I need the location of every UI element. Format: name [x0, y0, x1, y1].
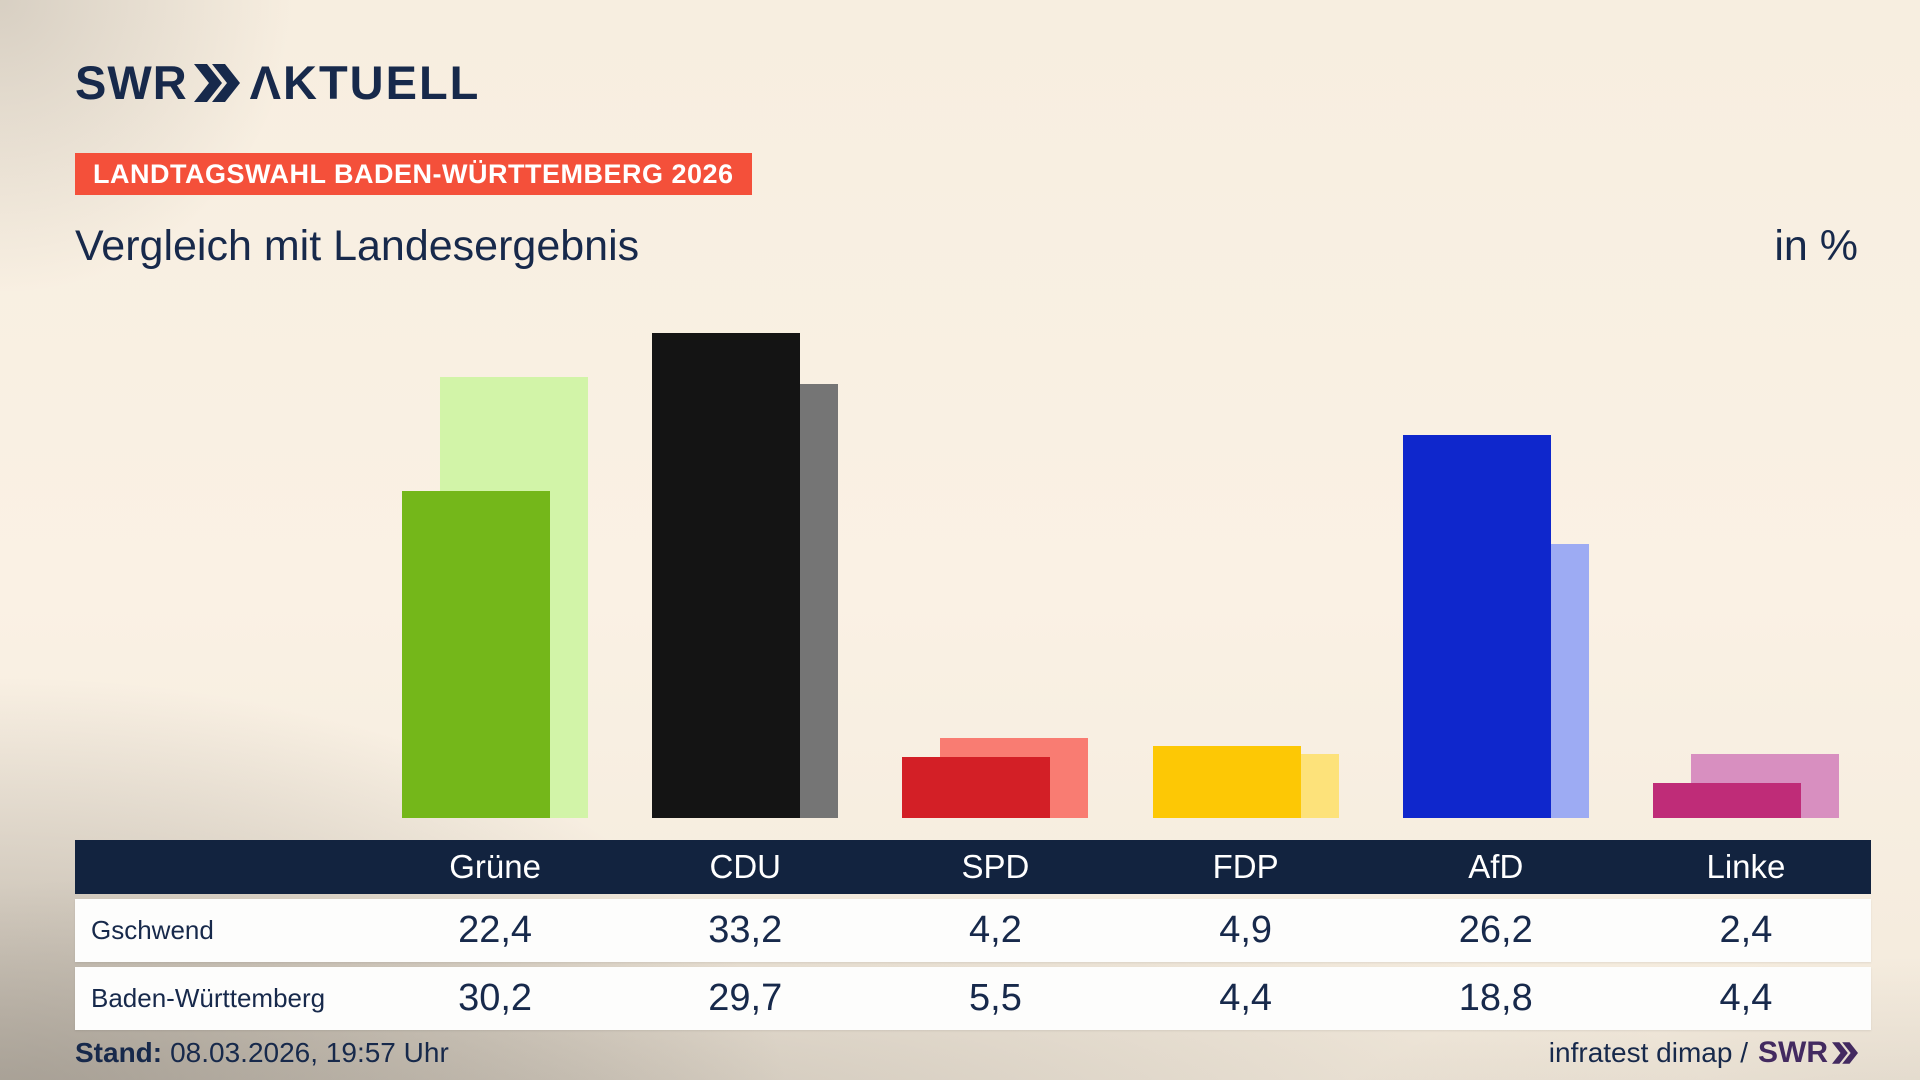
value-bw-fdp: 4,4 [1219, 977, 1273, 1019]
table-row-baden-wuerttemberg: Baden-Württemberg 30,2 29,7 5,5 4,4 18,8… [75, 967, 1871, 1030]
bar-gschwend-afd [1402, 435, 1551, 818]
column-header-spd: SPD [961, 848, 1030, 885]
source-text: infratest dimap / [1548, 1037, 1748, 1068]
column-header-linke: Linke [1706, 848, 1786, 885]
swr-aktuell-logo: SWR ΛKTUELL [75, 55, 480, 110]
footer-brand-text: SWR [1758, 1036, 1828, 1069]
value-bw-cdu: 29,7 [708, 977, 783, 1019]
stand-label: Stand: [75, 1037, 163, 1068]
bar-group-grüne [370, 278, 620, 818]
stand-timestamp: Stand: 08.03.2026, 19:57 Uhr [75, 1037, 449, 1069]
stand-value: 08.03.2026, 19:57 Uhr [170, 1037, 449, 1068]
bar-gschwend-cdu [652, 333, 801, 818]
bar-group-linke [1621, 278, 1871, 818]
bar-chart [370, 278, 1871, 818]
unit-label: in % [1774, 222, 1858, 270]
value-gschwend-gruene: 22,4 [458, 909, 533, 951]
bar-gschwend-grüne [402, 490, 551, 818]
page-title: Vergleich mit Landesergebnis [75, 222, 640, 270]
bar-gschwend-spd [902, 756, 1051, 818]
value-bw-linke: 4,4 [1719, 977, 1773, 1019]
source-credit: infratest dimap / SWR [1549, 1036, 1858, 1070]
column-header-gruene: Grüne [449, 848, 541, 885]
double-chevron-icon [193, 63, 240, 102]
footer: Stand: 08.03.2026, 19:57 Uhr infratest di… [75, 1036, 1858, 1070]
row-label: Baden-Württemberg [91, 983, 326, 1013]
column-header-cdu: CDU [709, 848, 782, 885]
logo-swr-text: SWR [75, 56, 188, 109]
bar-gschwend-linke [1652, 782, 1801, 818]
bar-group-spd [870, 278, 1120, 818]
title-row: Vergleich mit Landesergebnis in % [75, 222, 1858, 271]
row-label: Gschwend [91, 915, 214, 945]
value-bw-afd: 18,8 [1458, 977, 1533, 1019]
election-banner: LANDTAGSWAHL BADEN-WÜRTTEMBERG 2026 [75, 153, 752, 195]
bar-gschwend-fdp [1152, 746, 1301, 818]
bar-group-afd [1371, 278, 1621, 818]
value-gschwend-fdp: 4,9 [1219, 909, 1273, 951]
value-bw-gruene: 30,2 [458, 977, 533, 1019]
value-bw-spd: 5,5 [969, 977, 1022, 1019]
logo-aktuell-text: ΛKTUELL [249, 56, 481, 109]
double-chevron-icon [1832, 1042, 1858, 1064]
bar-group-fdp [1121, 278, 1371, 818]
table-row-gschwend: Gschwend 22,4 33,2 4,2 4,9 26,2 2,4 [75, 899, 1871, 962]
column-header-fdp: FDP [1212, 848, 1279, 885]
value-gschwend-cdu: 33,2 [708, 909, 783, 951]
value-gschwend-linke: 2,4 [1719, 909, 1773, 951]
result-table: Grüne CDU SPD FDP AfD Linke Gschwend 22,… [75, 840, 1871, 1030]
column-header-afd: AfD [1468, 848, 1524, 885]
value-gschwend-afd: 26,2 [1458, 909, 1533, 951]
table-header-row: Grüne CDU SPD FDP AfD Linke [75, 840, 1871, 894]
swr-footer-logo: SWR [1758, 1036, 1858, 1070]
bar-group-cdu [620, 278, 870, 818]
value-gschwend-spd: 4,2 [969, 909, 1022, 951]
